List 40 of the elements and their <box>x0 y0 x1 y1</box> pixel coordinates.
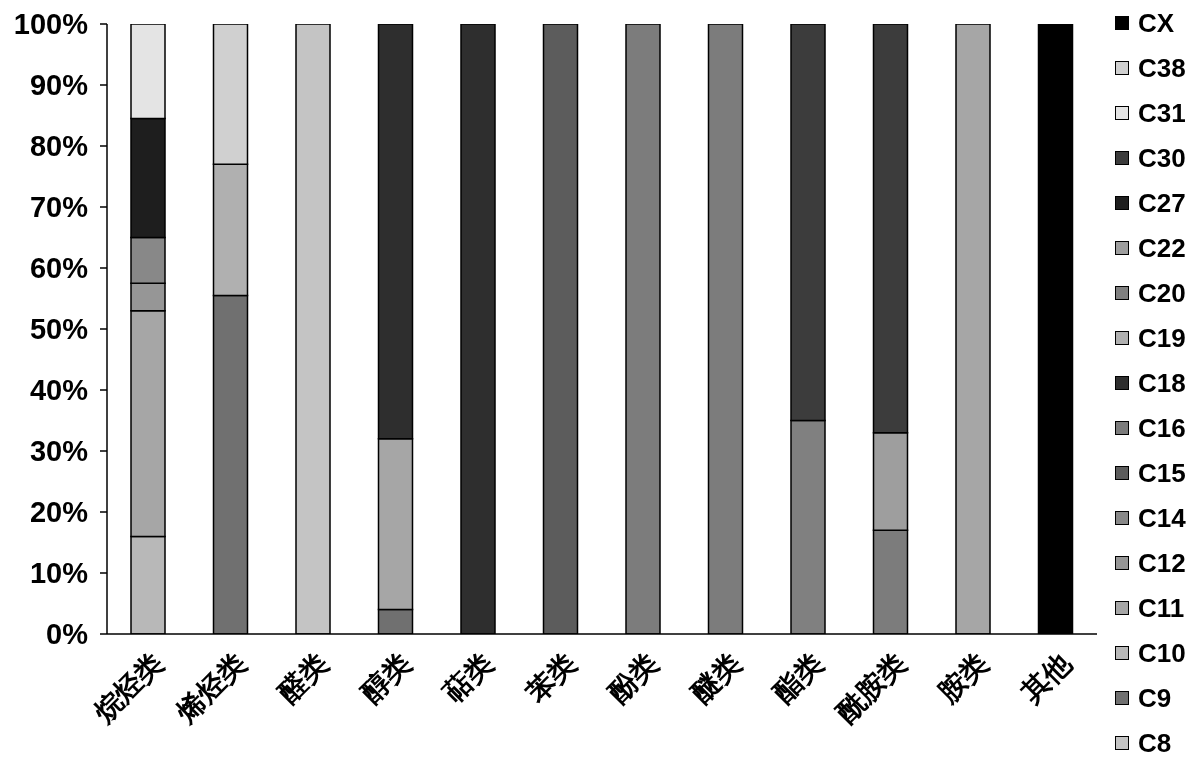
y-tick-label: 10% <box>29 557 89 590</box>
legend-label: C16 <box>1138 412 1186 443</box>
x-tick-label: 酚类 <box>601 646 665 710</box>
x-tick-label: 苯类 <box>518 646 583 710</box>
legend-label: CX <box>1138 7 1175 38</box>
legend-label: C8 <box>1138 727 1172 758</box>
x-tick-label: 醚类 <box>684 646 748 710</box>
x-tick-label: 萜类 <box>436 646 500 710</box>
x-tick-label: 醛类 <box>271 646 335 710</box>
legend-label: C15 <box>1138 457 1186 488</box>
legend-label: C22 <box>1138 232 1186 263</box>
y-tick-label: 70% <box>29 191 89 224</box>
y-tick-label: 20% <box>29 496 89 529</box>
x-tick-label: 胺类 <box>931 646 995 710</box>
x-tick-label: 醇类 <box>354 646 418 710</box>
x-tick-label: 酯类 <box>766 646 830 710</box>
legend-label: C12 <box>1138 547 1186 578</box>
y-tick-label: 60% <box>29 252 89 285</box>
legend-label: C10 <box>1138 637 1186 668</box>
legend-label: C27 <box>1138 187 1186 218</box>
legend-label: C14 <box>1138 502 1186 533</box>
x-tick-label: 烯烃类 <box>168 646 253 730</box>
x-tick-label: 其他 <box>1013 645 1079 710</box>
y-tick-label: 100% <box>13 8 89 41</box>
legend-label: C20 <box>1138 277 1186 308</box>
legend-label: C19 <box>1138 322 1186 353</box>
legend-label: C38 <box>1138 52 1186 83</box>
legend-label: C31 <box>1138 97 1186 128</box>
y-tick-label: 80% <box>29 130 89 163</box>
legend-label: C11 <box>1138 592 1185 623</box>
y-tick-label: 40% <box>29 374 89 407</box>
x-tick-label: 烷烃类 <box>86 646 170 730</box>
y-tick-label: 90% <box>29 69 89 102</box>
y-tick-label: 0% <box>46 618 89 651</box>
y-tick-label: 50% <box>29 313 89 346</box>
x-tick-label: 酰胺类 <box>829 646 913 730</box>
y-tick-label: 30% <box>29 435 89 468</box>
legend-label: C9 <box>1138 682 1172 713</box>
legend-label: C18 <box>1138 367 1186 398</box>
legend-label: C30 <box>1138 142 1186 173</box>
